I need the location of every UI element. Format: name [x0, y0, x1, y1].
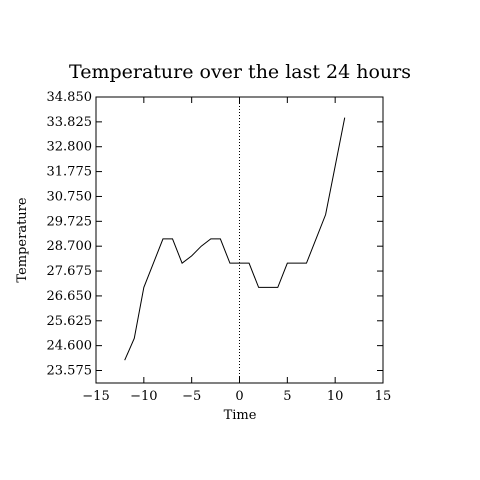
y-tick-label: 31.775	[47, 165, 93, 180]
x-tick-label: 0	[235, 389, 243, 404]
x-tick-label: 15	[375, 389, 392, 404]
y-tick-label: 30.750	[47, 189, 93, 204]
y-tick-label: 27.675	[47, 264, 93, 279]
y-tick-label: 32.800	[47, 140, 93, 155]
y-tick-label: 34.850	[47, 90, 93, 105]
y-tick-label: 23.575	[47, 364, 93, 379]
y-tick-label: 33.825	[47, 115, 93, 130]
chart-title: Temperature over the last 24 hours	[69, 61, 411, 83]
y-axis-label: Temperature	[15, 197, 30, 282]
y-axis: 23.575 24.600 25.625 26.650 27.675 28.700 29.7…	[47, 90, 383, 379]
y-tick-label: 29.725	[47, 214, 93, 229]
x-axis-label: Time	[224, 408, 257, 423]
x-tick-label: −5	[182, 389, 201, 404]
x-axis: −15 −10 −5 0 5 10 15	[82, 97, 391, 404]
x-tick-label: −15	[82, 389, 109, 404]
x-tick-label: 10	[327, 389, 344, 404]
y-tick-label: 25.625	[47, 314, 93, 329]
series-group	[124, 117, 346, 361]
x-tick-label: −10	[130, 389, 157, 404]
x-tick-label: 5	[283, 389, 291, 404]
y-tick-label: 28.700	[47, 239, 93, 254]
y-tick-label: 26.650	[47, 289, 93, 304]
y-tick-label: 24.600	[47, 339, 93, 354]
series-line	[124, 117, 346, 361]
